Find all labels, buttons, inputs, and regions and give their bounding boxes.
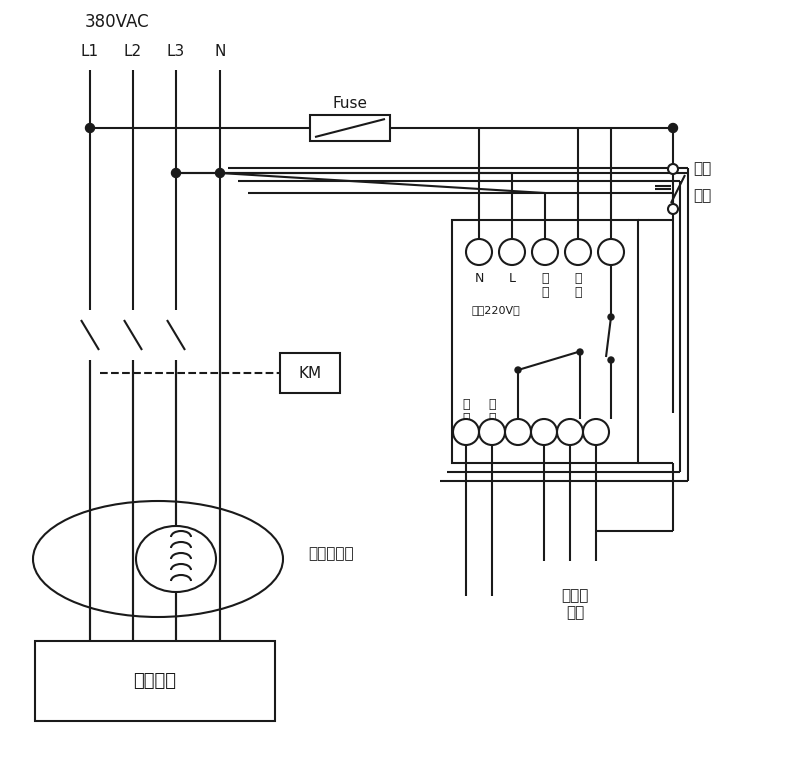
Text: 11: 11 xyxy=(511,427,525,437)
Circle shape xyxy=(453,419,479,445)
Text: 驗: 驗 xyxy=(542,286,549,298)
Circle shape xyxy=(598,239,624,265)
Circle shape xyxy=(531,419,557,445)
Text: 试: 试 xyxy=(574,272,582,284)
Bar xyxy=(452,220,638,463)
Text: N: N xyxy=(474,272,484,284)
Text: 信: 信 xyxy=(462,398,470,411)
Text: 试: 试 xyxy=(542,272,549,284)
Text: 7: 7 xyxy=(508,245,516,259)
Text: L: L xyxy=(509,272,515,284)
Text: KM: KM xyxy=(298,366,322,380)
Text: 驗: 驗 xyxy=(574,286,582,298)
Text: 零序互感器: 零序互感器 xyxy=(308,547,354,562)
Text: 报警: 报警 xyxy=(566,605,584,620)
Text: 1: 1 xyxy=(541,427,547,437)
Circle shape xyxy=(557,419,583,445)
Circle shape xyxy=(499,239,525,265)
Circle shape xyxy=(608,357,614,363)
Text: L3: L3 xyxy=(167,45,185,59)
Bar xyxy=(35,641,275,721)
Text: Fuse: Fuse xyxy=(333,95,367,110)
Text: 9: 9 xyxy=(462,427,470,437)
Circle shape xyxy=(669,123,678,133)
Text: 6: 6 xyxy=(541,245,549,259)
Circle shape xyxy=(577,349,583,355)
Text: 号: 号 xyxy=(462,412,470,425)
Text: L1: L1 xyxy=(81,45,99,59)
Text: 4: 4 xyxy=(607,245,615,259)
Text: 号: 号 xyxy=(488,412,496,425)
Circle shape xyxy=(668,164,678,174)
Circle shape xyxy=(565,239,591,265)
Circle shape xyxy=(668,204,678,214)
Text: L2: L2 xyxy=(124,45,142,59)
Text: 3: 3 xyxy=(593,427,599,437)
Text: 信: 信 xyxy=(488,398,496,411)
Circle shape xyxy=(505,419,531,445)
Text: 接声光: 接声光 xyxy=(562,589,589,604)
Text: 2: 2 xyxy=(566,427,574,437)
Ellipse shape xyxy=(136,526,216,592)
Circle shape xyxy=(479,419,505,445)
Circle shape xyxy=(608,314,614,320)
Text: 电源220V～: 电源220V～ xyxy=(472,305,521,315)
Bar xyxy=(280,353,340,393)
Circle shape xyxy=(532,239,558,265)
Circle shape xyxy=(583,419,609,445)
Bar xyxy=(310,115,390,141)
Text: 5: 5 xyxy=(574,245,582,259)
Text: 8: 8 xyxy=(475,245,483,259)
Text: N: N xyxy=(214,45,226,59)
Text: 380VAC: 380VAC xyxy=(85,13,150,31)
Text: 10: 10 xyxy=(485,427,499,437)
Circle shape xyxy=(171,169,181,177)
Circle shape xyxy=(86,123,94,133)
Circle shape xyxy=(515,367,521,373)
Text: 开关: 开关 xyxy=(693,188,711,204)
Text: 用户设备: 用户设备 xyxy=(134,672,177,690)
Text: 自锁: 自锁 xyxy=(693,162,711,177)
Circle shape xyxy=(215,169,225,177)
Circle shape xyxy=(466,239,492,265)
